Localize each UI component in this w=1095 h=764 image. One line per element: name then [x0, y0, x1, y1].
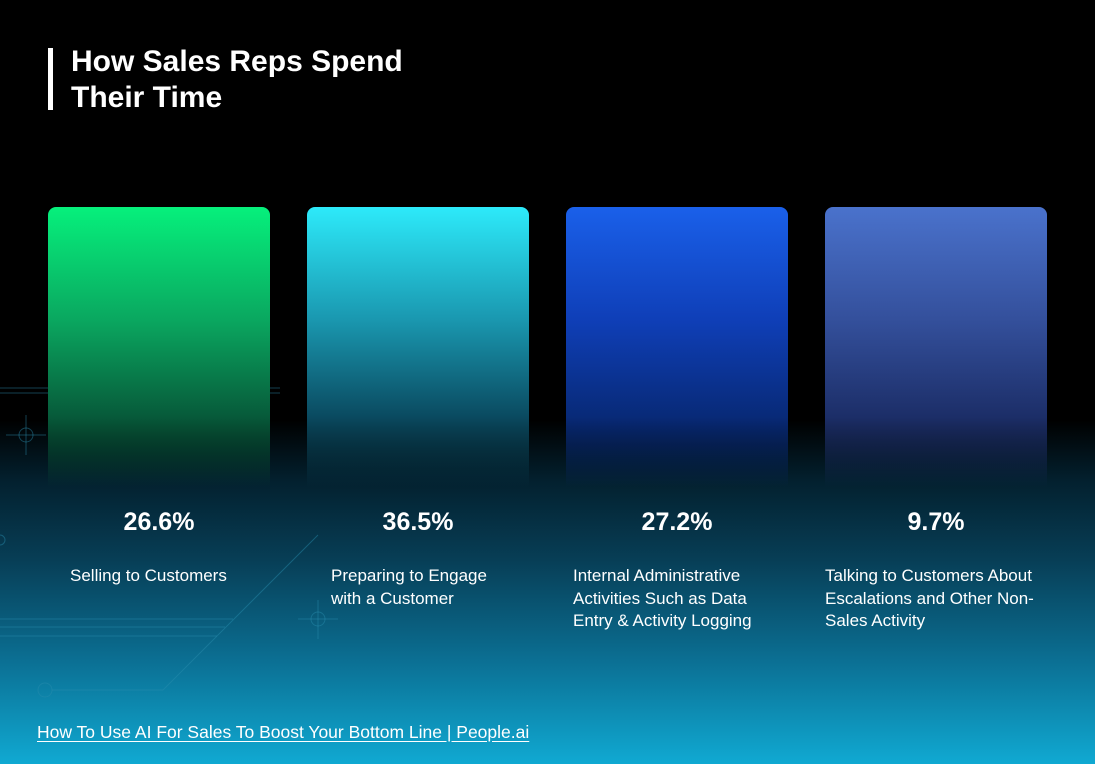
- title-line-2: Their Time: [71, 81, 223, 114]
- page-title: How Sales Reps Spend Their Time: [71, 44, 471, 116]
- category-label: Internal Administrative Activities Such …: [573, 566, 752, 630]
- source-link[interactable]: How To Use AI For Sales To Boost Your Bo…: [37, 722, 530, 742]
- card-administrative: [566, 207, 788, 487]
- card-preparing: [307, 207, 529, 487]
- category-label: Preparing to Engage with a Customer: [331, 566, 487, 608]
- value-label: 36.5%: [382, 508, 454, 536]
- title-line-1: How Sales Reps Spend: [71, 45, 403, 78]
- category-label: Talking to Customers About Escalations a…: [825, 566, 1034, 630]
- value-label: 9.7%: [907, 508, 965, 536]
- card-escalations: [825, 207, 1047, 487]
- title-accent-bar: [48, 48, 53, 110]
- value-label: 26.6%: [123, 508, 195, 536]
- category-label: Selling to Customers: [70, 566, 227, 585]
- card-selling: [48, 207, 270, 487]
- value-label: 27.2%: [641, 508, 713, 536]
